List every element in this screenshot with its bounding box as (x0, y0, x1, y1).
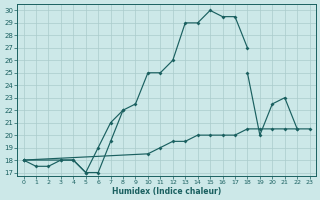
X-axis label: Humidex (Indice chaleur): Humidex (Indice chaleur) (112, 187, 221, 196)
